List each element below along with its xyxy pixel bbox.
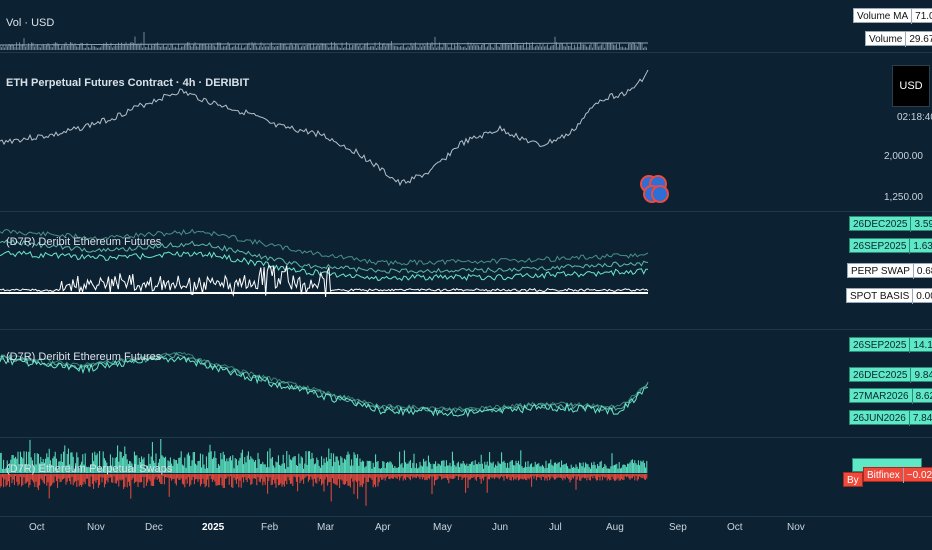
tag-name: Bitfinex [864,468,904,483]
swaps-tag-by: By [843,472,863,487]
futures-pane-title: (D7R) Deribit Ethereum Futures [6,351,162,363]
basis-pane: (D7R) Deribit Ethereum Futures 26DEC2025… [0,213,932,330]
tag-value: 7.84 [912,413,932,424]
basis-tag-26sep2025: 26SEP2025 1.63 [849,238,932,254]
price-pane-title: ETH Perpetual Futures Contract · 4h · DE… [6,77,250,89]
price-chart [0,69,669,203]
time-axis-label: Sep [669,522,687,533]
tag-name: Volume [866,32,907,47]
tag-value: 8.62 [915,391,932,402]
futures-chart [0,351,649,418]
price-axis-label: 1,250.00 [884,192,923,203]
tag-value: 29.67 M [909,34,932,45]
tag-name: 26JUN2026 [850,411,910,426]
tag-value: 0.68 [916,266,932,277]
swap-funding-bars [0,439,648,506]
volume-ma-line [0,42,648,46]
tag-name: 26SEP2025 [850,338,911,353]
tag-name: 26DEC2025 [850,368,912,383]
time-axis-label: Apr [375,522,391,533]
series-line-27mar2026 [0,353,649,418]
time-axis-label: Mar [317,522,335,533]
futures-tag-26dec2025: 26DEC2025 9.84 [849,367,932,383]
tag-name: 26SEP2025 [850,239,911,254]
price-pane: ETH Perpetual Futures Contract · 4h · DE… [0,54,932,212]
basis-pane-title: (D7R) Deribit Ethereum Futures [6,236,162,248]
volume-pane-title: Vol · USD [6,17,55,29]
futures-pane: (D7R) Deribit Ethereum Futures 26SEP2025… [0,331,932,438]
futures-tag-26jun2026: 26JUN2026 7.84 [849,410,932,426]
series-line-perp-swap-spikes [0,264,649,298]
event-markers-icon [640,175,669,203]
time-axis-label: Dec [145,522,163,533]
swaps-histogram [0,439,648,506]
series-line-26dec2025 [0,351,649,414]
tag-name: SPOT BASIS [847,289,914,304]
volume-bars [0,32,647,50]
tag-name: PERP SWAP [848,264,914,279]
basis-chart [0,228,649,298]
tag-name: Volume MA [854,9,913,24]
swaps-tag-bitfinex: Bitfinex −0.02 [863,467,932,483]
tag-name: 26DEC2025 [850,217,912,232]
tag-value: 3.59 [914,219,932,230]
tag-value: 71.08 M [915,11,932,22]
swaps-pane: (D7R) Ethereum Perpetual Swaps By Bitfin… [0,439,932,517]
time-axis-label: Oct [727,522,743,533]
tag-value: 1.63 [913,241,932,252]
volume-histogram [0,32,648,50]
tag-value: 14.14 [913,340,932,351]
time-axis-label: Aug [606,522,624,533]
tag-name: 27MAR2026 [850,389,913,404]
tag-value: −0.02 [906,470,932,481]
price-axis-label: 2,000.00 [884,151,923,162]
series-line-26dec2025 [0,228,649,267]
swaps-pane-title: (D7R) Ethereum Perpetual Swaps [6,463,173,475]
tag-value: 9.84 [914,370,932,381]
series-line-26sep2025 [0,238,649,274]
time-axis-label: Nov [87,522,105,533]
time-axis-label: 2025 [202,522,225,533]
tag-name: By [847,475,859,486]
series-line-perp-swap [0,250,649,282]
currency-button[interactable]: USD [892,65,930,107]
countdown-label: 02:18:40 [897,112,932,123]
time-axis-label: Jul [549,522,562,533]
tag-value: 0.00 [916,291,932,302]
time-axis-label: Nov [787,522,805,533]
price-line [0,69,649,187]
basis-tag-26dec2025: 26DEC2025 3.59 [849,216,932,232]
time-axis-label: May [433,522,452,533]
time-axis-label: Feb [261,522,279,533]
time-axis-label: Jun [492,522,509,533]
time-axis-label: Oct [29,522,45,533]
